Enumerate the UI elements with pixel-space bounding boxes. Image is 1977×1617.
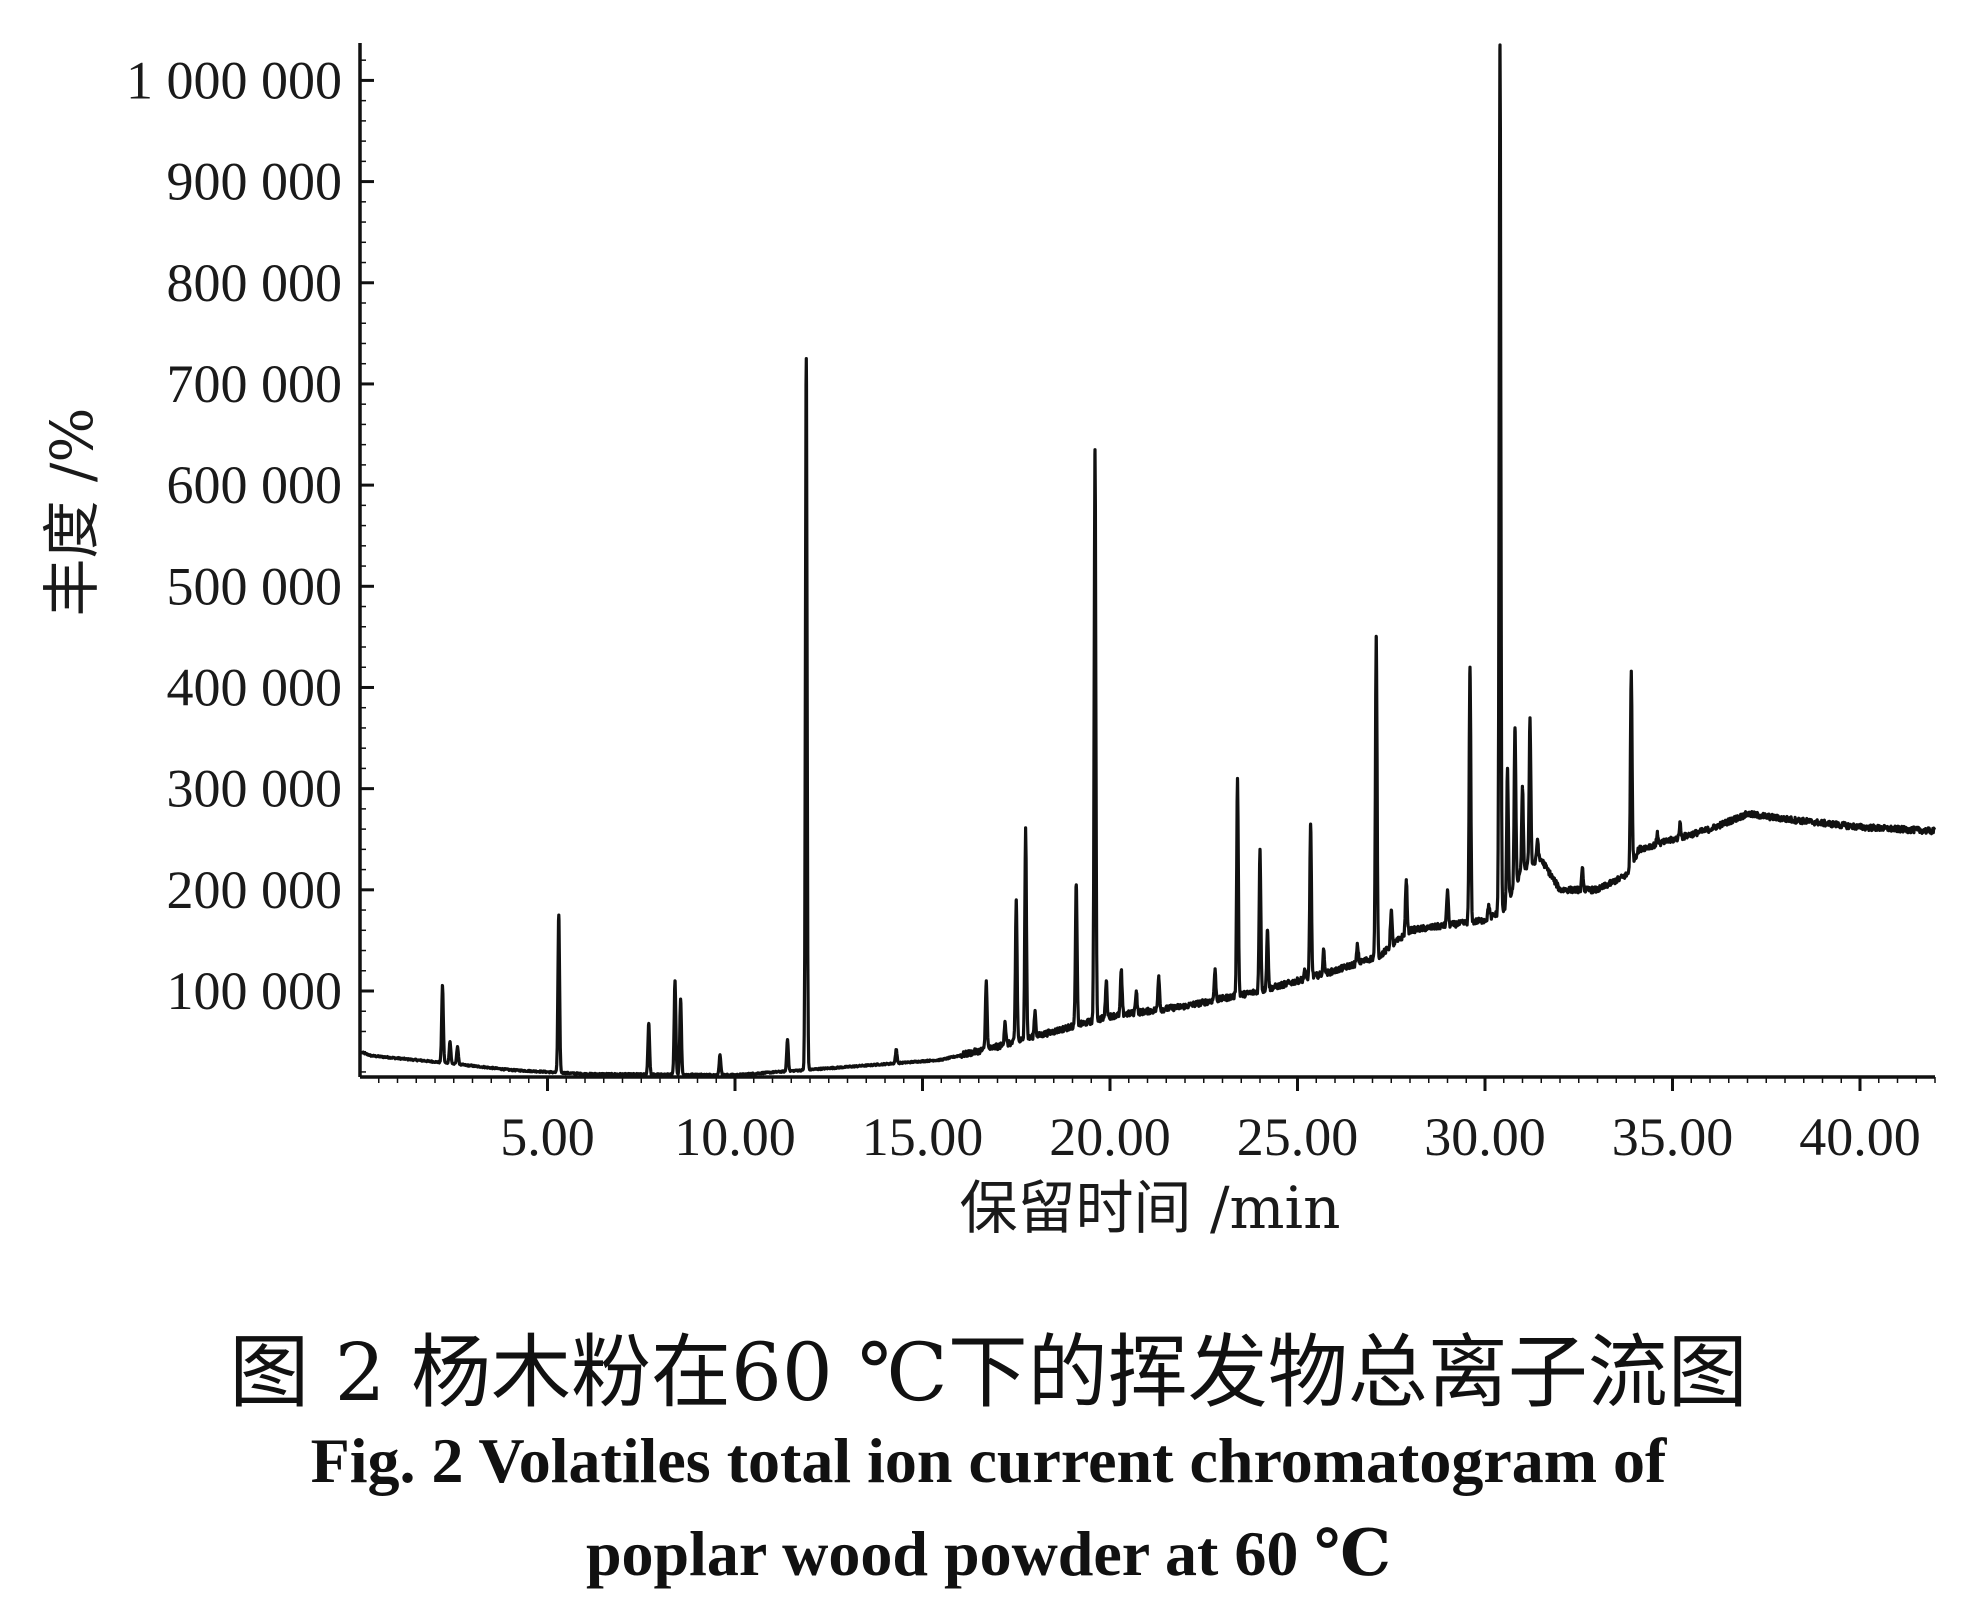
figure-caption-english-line1: Fig. 2 Volatiles total ion current chrom… [310,1425,1667,1496]
y-tick-label: 200 000 [167,860,343,920]
y-tick-label: 900 000 [167,152,343,212]
chromatogram-chart: 100 000 200 000 300 000 400 000 500 000 600 0… [38,43,1937,1242]
y-tick-label: 1 000 000 [126,50,342,110]
x-tick-label: 40.00 [1799,1107,1921,1167]
y-axis: 100 000 200 000 300 000 400 000 500 000 600 0… [126,43,374,1077]
y-tick-label: 400 000 [167,657,343,717]
y-tick-label: 100 000 [167,961,343,1021]
x-axis: 5.00 10.00 15.00 20.00 25.00 30.00 35.00 40.00 [360,1075,1936,1167]
x-tick-label: 15.00 [862,1107,984,1167]
x-axis-title: 保留时间 /min [960,1174,1341,1242]
x-tick-label: 35.00 [1612,1107,1734,1167]
x-tick-label: 5.00 [500,1107,595,1167]
x-tick-label: 30.00 [1424,1107,1546,1167]
y-tick-label: 700 000 [167,354,343,414]
y-axis-title: 丰度 /% [38,407,106,616]
x-tick-label: 20.00 [1049,1107,1171,1167]
x-tick-label: 10.00 [674,1107,796,1167]
figure-caption-chinese: 图 2 杨木粉在60 ℃下的挥发物总离子流图 [229,1326,1748,1419]
total-ion-current-line [360,43,1937,1078]
x-tick-label: 25.00 [1237,1107,1359,1167]
y-tick-label: 800 000 [167,253,343,313]
figure-caption-english-line2: poplar wood powder at 60 ℃ [585,1518,1392,1589]
y-tick-label: 500 000 [167,556,343,616]
y-tick-label: 600 000 [167,455,343,515]
y-tick-label: 300 000 [167,759,343,819]
